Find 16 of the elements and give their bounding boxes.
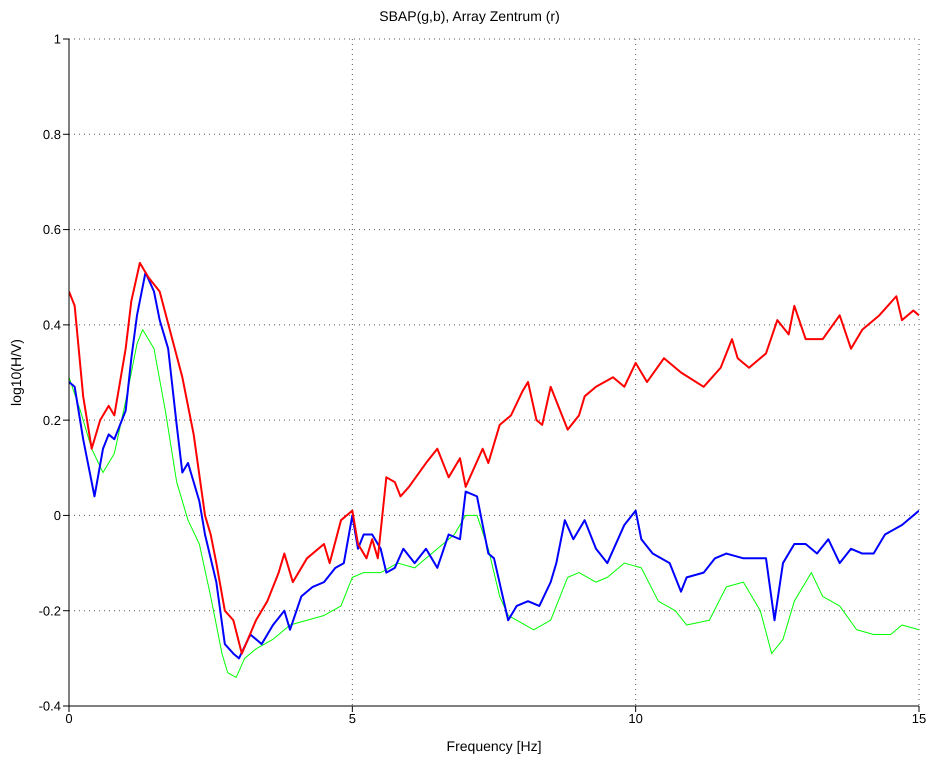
x-tick-label: 0 bbox=[65, 711, 73, 726]
y-tick-label: -0.4 bbox=[38, 698, 61, 714]
y-tick-label: 0.8 bbox=[42, 126, 61, 142]
x-tick-label: 15 bbox=[912, 711, 926, 726]
y-tick-label: 0 bbox=[54, 508, 61, 524]
y-axis-title: log10(H/V) bbox=[8, 339, 24, 406]
y-tick-label: 0.6 bbox=[42, 222, 61, 238]
y-tick-label: -0.2 bbox=[38, 603, 61, 618]
chart-title: SBAP(g,b), Array Zentrum (r) bbox=[378, 8, 561, 24]
x-axis-title: Frequency [Hz] bbox=[446, 738, 542, 754]
y-tick-label: 1 bbox=[54, 32, 61, 47]
y-tick-label: 0.2 bbox=[42, 412, 61, 428]
x-tick-label: 5 bbox=[348, 711, 356, 726]
x-tick-label: 10 bbox=[628, 711, 643, 726]
line-series bbox=[69, 329, 919, 678]
y-tick-label: 0.4 bbox=[42, 317, 61, 332]
